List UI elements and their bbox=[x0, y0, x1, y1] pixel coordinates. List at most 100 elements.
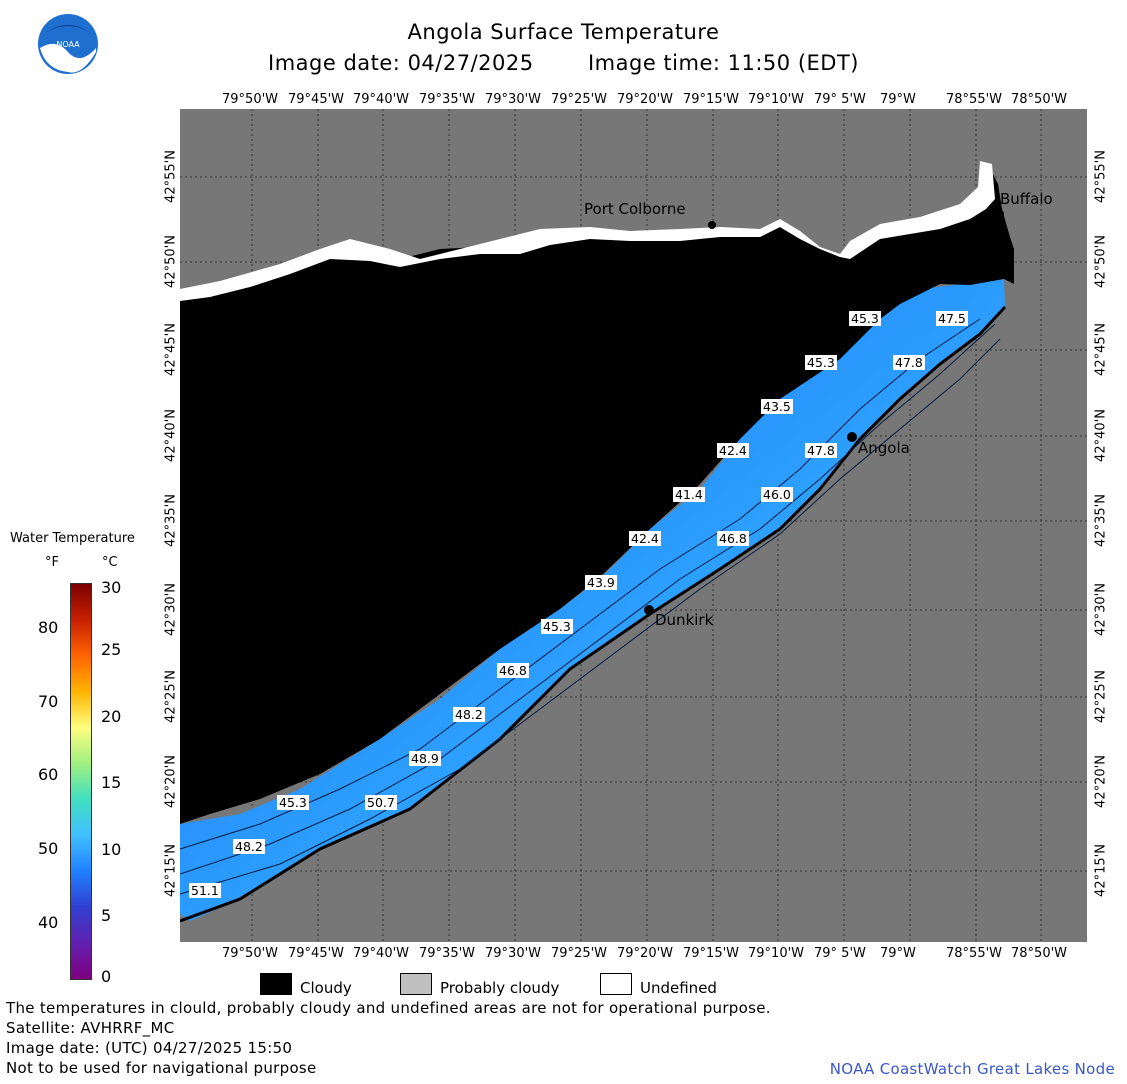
city-dot-angola bbox=[847, 432, 857, 442]
isotherm-label: 42.4 bbox=[717, 443, 749, 458]
lon-label: 79°15'W bbox=[683, 92, 740, 107]
isotherm-label: 48.2 bbox=[233, 839, 265, 854]
isotherm-label: 43.5 bbox=[761, 399, 793, 414]
lake-water bbox=[180, 279, 1005, 921]
lat-label: 42°25'N bbox=[163, 670, 179, 723]
lon-label: 79°35'W bbox=[419, 946, 476, 961]
isotherm-label: 41.4 bbox=[673, 487, 705, 502]
isotherm-label: 46.8 bbox=[497, 663, 529, 678]
city-dot-port-colborne bbox=[708, 221, 716, 229]
isotherm-label: 48.2 bbox=[453, 707, 485, 722]
footer-credit: NOAA CoastWatch Great Lakes Node bbox=[829, 1060, 1115, 1078]
legend-swatch-probably-cloudy bbox=[400, 973, 432, 995]
colorbar-tick-f: 50 bbox=[38, 839, 59, 858]
lat-label: 42°50'N bbox=[163, 235, 179, 288]
lon-label: 79°15'W bbox=[683, 946, 740, 961]
lon-label: 79°W bbox=[880, 92, 916, 107]
lat-label: 42°30'N bbox=[1093, 583, 1109, 636]
map-title: Angola Surface Temperature bbox=[407, 20, 720, 44]
lat-label: 42°35'N bbox=[163, 494, 179, 547]
isotherm-label: 45.3 bbox=[805, 355, 837, 370]
lon-label: 79°25'W bbox=[551, 92, 608, 107]
isotherm-label: 46.8 bbox=[717, 531, 749, 546]
image-time: Image time: 11:50 (EDT) bbox=[587, 51, 859, 75]
lon-label: 79°W bbox=[880, 946, 916, 961]
image-date: Image date: 04/27/2025 bbox=[268, 51, 534, 75]
lon-label: 78°55'W bbox=[946, 946, 1003, 961]
lat-label: 42°20'N bbox=[1093, 755, 1109, 808]
lon-label: 79°10'W bbox=[748, 92, 805, 107]
colorbar-unit-c: °C bbox=[102, 555, 118, 570]
lat-label: 42°45'N bbox=[163, 323, 179, 376]
lon-label: 78°50'W bbox=[1011, 946, 1068, 961]
lat-label: 42°15'N bbox=[1093, 844, 1109, 897]
lat-label: 42°20'N bbox=[163, 755, 179, 808]
isotherm-label: 43.9 bbox=[585, 575, 617, 590]
lat-label: 42°45'N bbox=[1093, 323, 1109, 376]
lon-label: 79° 5'W bbox=[814, 92, 866, 107]
lon-label: 78°50'W bbox=[1011, 92, 1068, 107]
colorbar-tick-c: 0 bbox=[101, 967, 112, 986]
lon-label: 79°45'W bbox=[288, 946, 345, 961]
lat-label: 42°40'N bbox=[163, 409, 179, 462]
isotherm-label: 47.5 bbox=[936, 311, 968, 326]
isotherm-label: 47.8 bbox=[893, 355, 925, 370]
footer-disclaimer: The temperatures in clould, probably clo… bbox=[6, 999, 771, 1017]
colorbar-tick-c: 10 bbox=[101, 840, 122, 859]
lat-label: 42°55'N bbox=[163, 150, 179, 203]
city-dot-dunkirk bbox=[644, 605, 654, 615]
isotherm-lines bbox=[180, 318, 1001, 895]
lon-label: 79°50'W bbox=[222, 92, 279, 107]
legend-swatch-cloudy bbox=[260, 973, 292, 995]
lat-label: 42°40'N bbox=[1093, 409, 1109, 462]
colorbar-tick-f: 40 bbox=[38, 913, 59, 932]
lat-label: 42°25'N bbox=[1093, 670, 1109, 723]
colorbar-tick-f: 80 bbox=[38, 618, 59, 637]
isotherm-label: 45.3 bbox=[277, 795, 309, 810]
colorbar-tick-c: 30 bbox=[101, 578, 122, 597]
lon-label: 79°35'W bbox=[419, 92, 476, 107]
noaa-logo: NOAA bbox=[38, 14, 98, 74]
colorbar-tick-f: 60 bbox=[38, 765, 59, 784]
colorbar-tick-c: 5 bbox=[101, 906, 112, 925]
legend-label-probably-cloudy: Probably cloudy bbox=[440, 979, 560, 997]
isotherm-label: 42.4 bbox=[629, 531, 661, 546]
lon-label: 79°10'W bbox=[748, 946, 805, 961]
colorbar-tick-f: 70 bbox=[38, 692, 59, 711]
legend-swatch-undefined bbox=[600, 973, 632, 995]
lat-label: 42°15'N bbox=[163, 844, 179, 897]
footer-nav-warning: Not to be used for navigational purpose bbox=[6, 1059, 317, 1077]
lon-label: 79°20'W bbox=[617, 946, 674, 961]
svg-text:NOAA: NOAA bbox=[56, 40, 80, 49]
colorbar-tick-c: 15 bbox=[101, 773, 122, 792]
isotherm-label: 45.3 bbox=[541, 619, 573, 634]
city-dot-buffalo bbox=[996, 210, 1004, 218]
isotherm-label: 46.0 bbox=[761, 487, 793, 502]
lon-label: 79°30'W bbox=[485, 92, 542, 107]
lon-label: 79°40'W bbox=[353, 92, 410, 107]
cloud-mask bbox=[180, 169, 1014, 824]
label-buffalo: Buffalo bbox=[1000, 190, 1053, 208]
lon-label: 79°20'W bbox=[617, 92, 674, 107]
lat-label: 42°30'N bbox=[163, 583, 179, 636]
lon-label: 79°30'W bbox=[485, 946, 542, 961]
lon-label: 79° 5'W bbox=[814, 946, 866, 961]
lon-label: 79°50'W bbox=[222, 946, 279, 961]
lon-label: 79°25'W bbox=[551, 946, 608, 961]
lat-label: 42°55'N bbox=[1093, 150, 1109, 203]
colorbar-tick-c: 25 bbox=[101, 640, 122, 659]
colorbar-title: Water Temperature bbox=[10, 531, 135, 546]
label-angola: Angola bbox=[858, 439, 910, 457]
isotherm-label: 47.8 bbox=[805, 443, 837, 458]
map-subtitle: Image date: 04/27/2025 Image time: 11:50… bbox=[0, 51, 1127, 75]
label-dunkirk: Dunkirk bbox=[655, 611, 714, 629]
isotherm-label: 51.1 bbox=[189, 883, 221, 898]
label-port-colborne: Port Colborne bbox=[584, 200, 686, 218]
colorbar-tick-c: 20 bbox=[101, 707, 122, 726]
undefined-edge bbox=[180, 161, 995, 301]
legend-label-undefined: Undefined bbox=[640, 979, 717, 997]
lon-label: 79°40'W bbox=[353, 946, 410, 961]
sst-map bbox=[180, 109, 1087, 942]
colorbar bbox=[70, 583, 92, 980]
footer-utc-date: Image date: (UTC) 04/27/2025 15:50 bbox=[6, 1039, 293, 1057]
